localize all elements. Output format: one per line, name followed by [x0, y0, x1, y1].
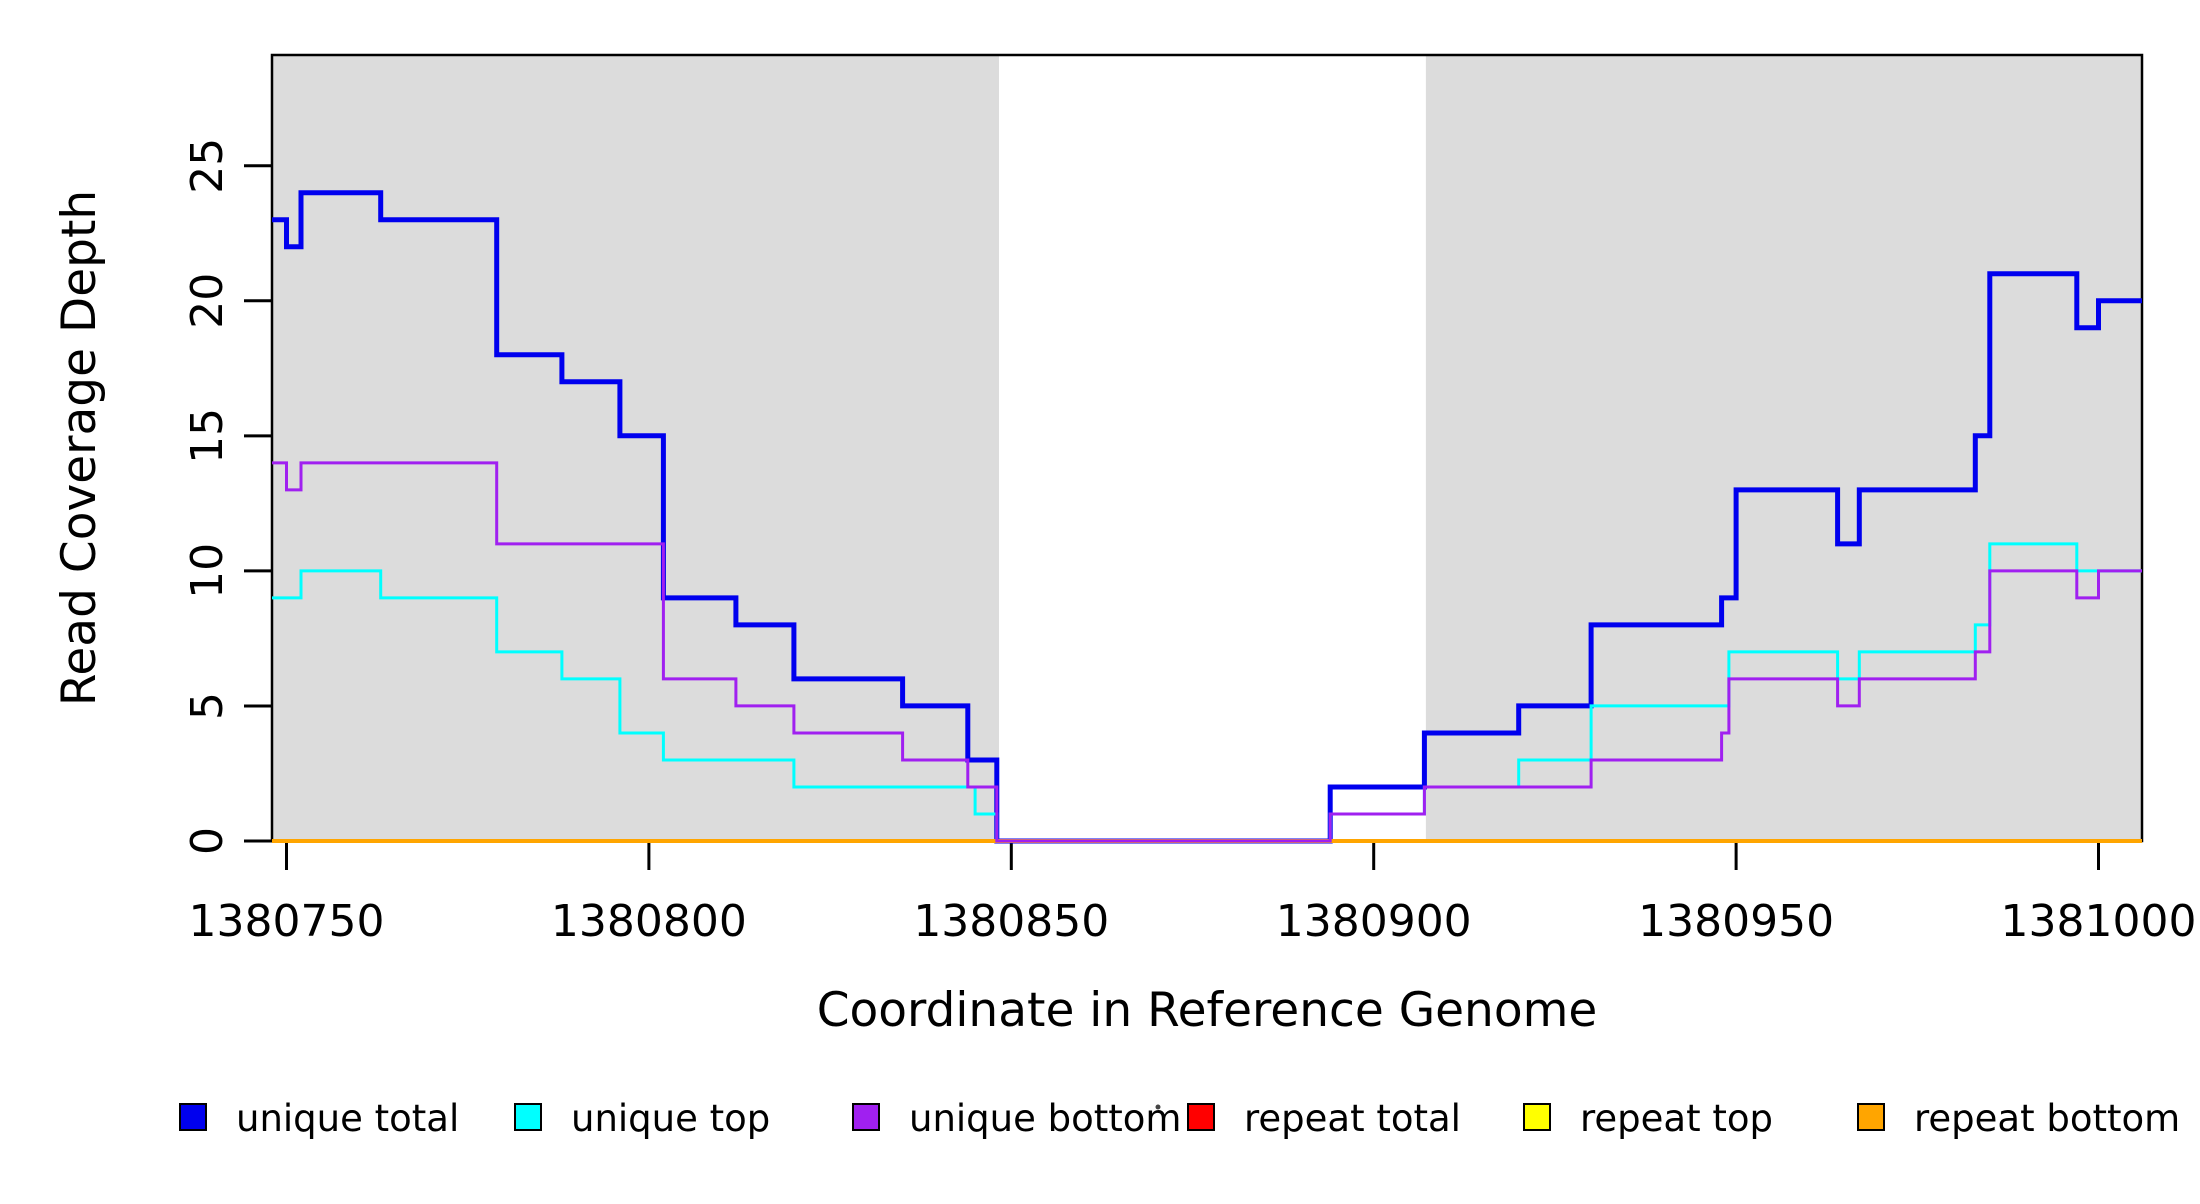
legend-label-unique-bottom: unique bottom [909, 1097, 1181, 1140]
legend-label-repeat-total: repeat total [1244, 1097, 1461, 1140]
x-tick-label: 1380800 [551, 896, 747, 947]
x-tick-label: 1380850 [913, 896, 1109, 947]
legend-item-repeat-top: repeat top [1523, 1097, 1773, 1140]
shaded-region-right [1425, 55, 2142, 841]
legend-swatch-repeat-total [1187, 1103, 1215, 1131]
legend-item-unique-bottom: unique bottom [852, 1097, 1181, 1140]
legend-item-unique-top: unique top [514, 1097, 770, 1140]
legend-label-unique-total: unique total [236, 1097, 459, 1140]
legend-swatch-unique-total [179, 1103, 207, 1131]
y-tick-label: 15 [182, 408, 233, 464]
x-tick-label: 1380750 [189, 896, 385, 947]
x-tick-label: 1381000 [2001, 896, 2197, 947]
x-tick-label: 1380900 [1276, 896, 1472, 947]
y-tick-label: 0 [182, 827, 233, 855]
series-unique-bottom [272, 461, 2142, 843]
legend-swatch-unique-top [514, 1103, 542, 1131]
legend-swatch-repeat-top [1523, 1103, 1551, 1131]
stray-dot-artifact [1155, 1104, 1161, 1110]
legend-label-repeat-top: repeat top [1580, 1097, 1773, 1140]
x-tick-label: 1380950 [1638, 896, 1834, 947]
legend-item-repeat-bottom: repeat bottom [1857, 1097, 2180, 1140]
legend-label-unique-top: unique top [571, 1097, 770, 1140]
legend-swatch-unique-bottom [852, 1103, 880, 1131]
shaded-region-left [272, 55, 999, 841]
legend-label-repeat-bottom: repeat bottom [1914, 1097, 2180, 1140]
y-tick-label: 10 [182, 543, 233, 599]
y-axis-title: Read Coverage Depth [52, 190, 107, 706]
y-tick-label: 20 [182, 273, 233, 329]
legend-swatch-repeat-bottom [1857, 1103, 1885, 1131]
x-axis-title: Coordinate in Reference Genome [817, 983, 1598, 1038]
y-tick-label: 5 [182, 692, 233, 720]
legend-item-repeat-total: repeat total [1187, 1097, 1461, 1140]
legend-item-unique-total: unique total [179, 1097, 459, 1140]
y-tick-label: 25 [182, 138, 233, 194]
